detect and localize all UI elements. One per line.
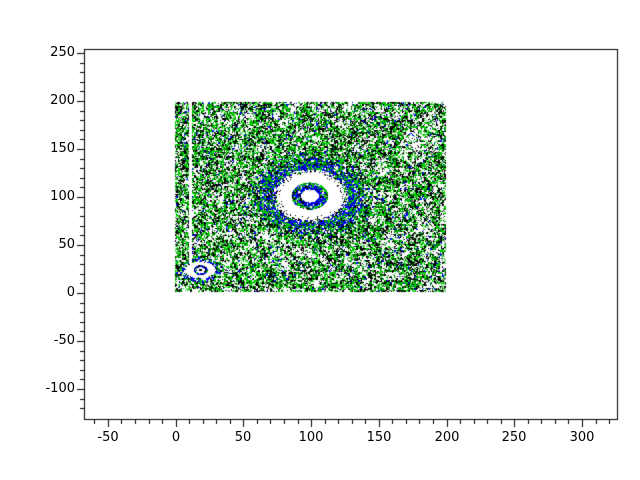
y-tick-label: 0 [66, 285, 75, 300]
x-tick-label: 100 [298, 430, 324, 445]
y-tick-label: -50 [53, 333, 75, 348]
y-tick-label: 50 [58, 237, 75, 252]
x-tick-label: 200 [434, 430, 460, 445]
y-tick-label: 200 [50, 93, 75, 108]
x-tick-label: 150 [366, 430, 392, 445]
x-tick-label: 250 [501, 430, 527, 445]
y-tick-label: -100 [45, 381, 75, 396]
x-tick-label: -50 [97, 430, 119, 445]
y-tick-label: 150 [50, 141, 75, 156]
y-tick-label: 250 [50, 45, 75, 60]
x-tick-label: 50 [234, 430, 252, 445]
x-tick-label: 300 [569, 430, 595, 445]
x-tick-label: 0 [171, 430, 181, 445]
y-tick-label: 100 [50, 189, 75, 204]
